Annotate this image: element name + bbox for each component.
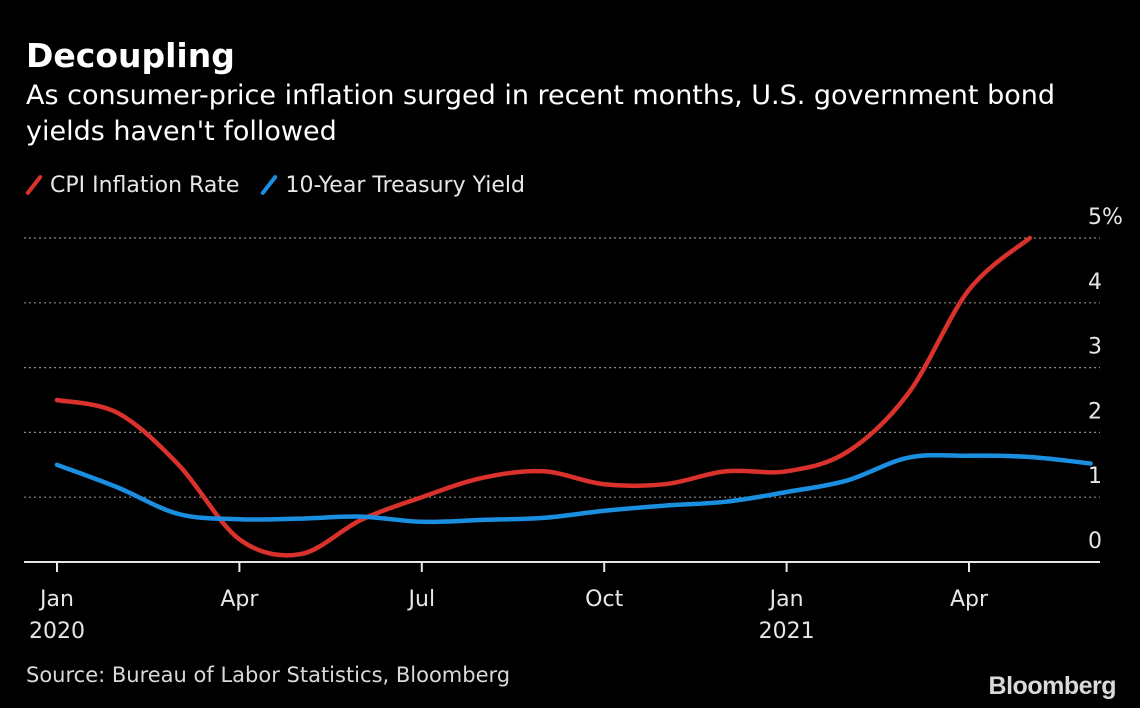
x-tick-label: Oct [585, 587, 623, 612]
legend-label-treasury: 10-Year Treasury Yield [285, 172, 525, 198]
series-line-cpi [54, 235, 1033, 558]
legend: CPI Inflation Rate 10-Year Treasury Yiel… [25, 170, 547, 200]
y-axis-labels: 0 1 2 3 4 5% [1088, 205, 1123, 554]
y-tick-label: 4 [1088, 270, 1102, 295]
series-lines [54, 235, 1093, 558]
y-tick-label: 1 [1088, 464, 1102, 489]
legend-label-cpi: CPI Inflation Rate [50, 172, 240, 198]
x-tick-label: Jan [38, 587, 74, 612]
x-tick-label: Apr [950, 587, 989, 612]
y-tick-label: 5% [1088, 205, 1123, 230]
bloomberg-logo: Bloomberg [988, 672, 1117, 700]
legend-item-treasury: 10-Year Treasury Yield [260, 172, 525, 198]
y-tick-label: 3 [1088, 335, 1102, 360]
x-axis-ticks [56, 562, 970, 572]
x-tick-label: Jul [407, 587, 436, 612]
gridlines [24, 237, 1100, 498]
chart-title: Decoupling [26, 36, 235, 75]
x-axis-labels: Jan 2020 Apr Jul Oct Jan 2021 Apr [29, 587, 989, 644]
x-tick-year-label: 2020 [29, 619, 85, 644]
source-note: Source: Bureau of Labor Statistics, Bloo… [26, 663, 511, 687]
x-tick-label: Apr [220, 587, 259, 612]
legend-item-cpi: CPI Inflation Rate [25, 172, 240, 198]
x-tick-year-label: 2021 [759, 619, 815, 644]
series-line-treasury [54, 452, 1093, 525]
y-tick-label: 2 [1088, 399, 1102, 424]
y-tick-label: 0 [1088, 529, 1102, 554]
chart-subtitle: As consumer-price inflation surged in re… [26, 80, 1055, 147]
x-tick-label: Jan [768, 587, 804, 612]
